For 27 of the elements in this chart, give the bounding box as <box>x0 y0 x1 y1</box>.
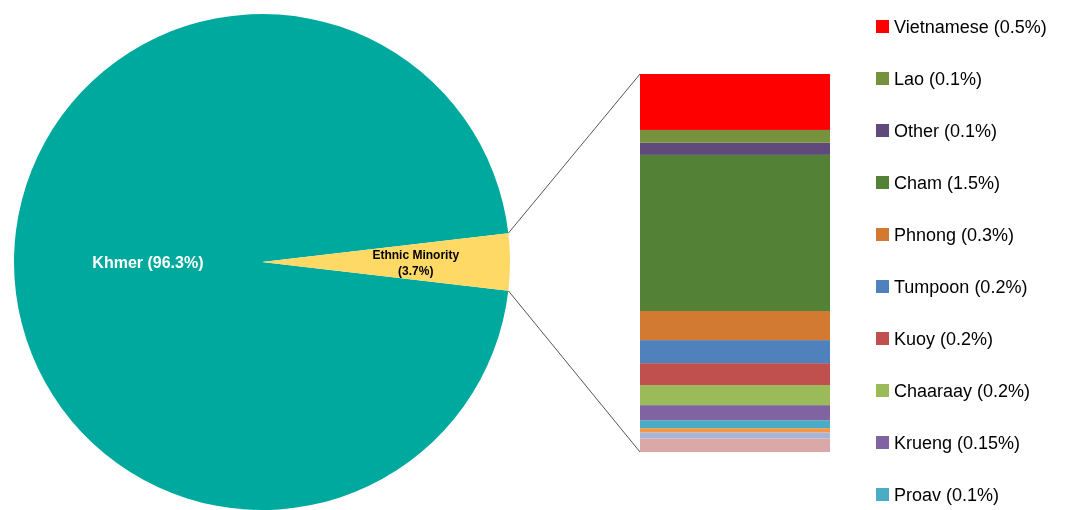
legend-label: Tumpoon (0.2%) <box>894 277 1028 297</box>
legend-label: Other (0.1%) <box>894 121 998 141</box>
legend-label: Krueng (0.15%) <box>894 433 1021 453</box>
legend-label: Cham (1.5%) <box>894 173 1001 193</box>
legend-label: Proav (0.1%) <box>894 485 1000 505</box>
bar <box>640 428 830 433</box>
slice-label: Khmer (96.3%) <box>92 254 204 271</box>
slice-label: Ethnic Minority <box>372 248 460 262</box>
legend-label: Chaaraay (0.2%) <box>894 381 1031 401</box>
bar <box>640 420 830 429</box>
bar <box>640 432 830 439</box>
legend-label: Lao (0.1%) <box>894 69 983 89</box>
bar <box>640 74 830 130</box>
legend-label: Kuoy (0.2%) <box>894 329 994 349</box>
bar <box>640 340 830 364</box>
bar <box>640 154 830 312</box>
bar <box>640 311 830 341</box>
bar <box>640 129 830 143</box>
bar <box>640 385 830 406</box>
bar <box>640 363 830 386</box>
legend-label: Vietnamese (0.5%) <box>894 17 1047 37</box>
bar <box>640 142 830 155</box>
data-label: (3.7%) <box>398 264 434 278</box>
bar <box>640 438 830 452</box>
pie-slice <box>14 14 509 510</box>
legend-label: Phnong (0.3%) <box>894 225 1015 245</box>
bar <box>640 405 830 421</box>
